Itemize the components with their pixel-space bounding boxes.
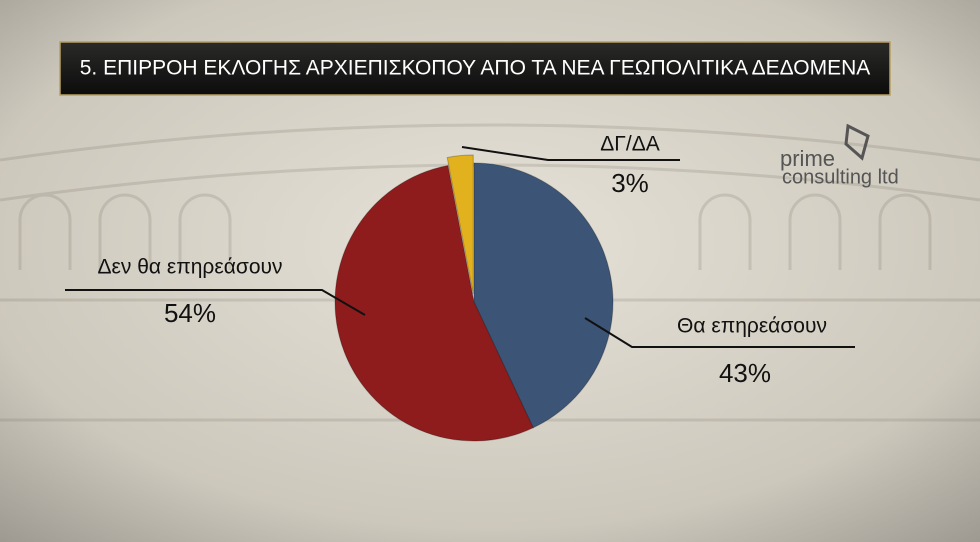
logo-icon [844, 123, 870, 161]
category-label: Θα επηρεάσουν [677, 315, 827, 338]
leader-line [461, 146, 680, 161]
leader-line [584, 317, 855, 348]
logo-line2: consulting ltd [782, 166, 899, 188]
category-label: ΔΓ/ΔΑ [600, 133, 659, 156]
title-banner [59, 41, 891, 96]
pie-slice [446, 154, 474, 295]
leader-line [65, 289, 366, 316]
value-label: 3% [611, 168, 649, 198]
chart-title: 5. ΕΠΙΡΡΟΗ ΕΚΛΟΓΗΣ ΑΡΧΙΕΠΙΣΚΟΠΟΥ ΑΠΟ ΤΑ … [80, 57, 871, 80]
value-label: 43% [719, 358, 771, 388]
category-label: Δεν θα επηρεάσουν [98, 256, 283, 279]
pie-slice [334, 164, 534, 442]
value-label: 54% [164, 298, 216, 328]
pie-slice [473, 162, 614, 429]
logo-line1: prime [780, 146, 835, 171]
